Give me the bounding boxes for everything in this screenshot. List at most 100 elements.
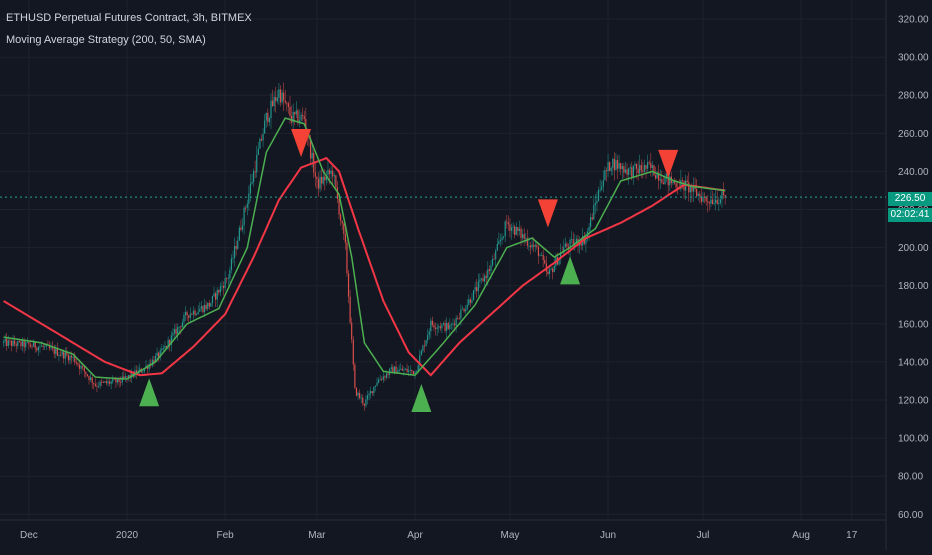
candle-body — [67, 355, 70, 361]
x-tick-label: Mar — [308, 530, 326, 541]
sell-signal-arrow — [537, 199, 558, 228]
last-price-label: 226.50 — [888, 192, 932, 206]
candle-body — [503, 236, 505, 238]
candle-body — [17, 341, 19, 347]
candle-body — [213, 293, 215, 297]
candle-body — [379, 379, 381, 381]
candle-body — [85, 371, 87, 375]
candle-body — [64, 352, 66, 359]
candle-body — [601, 186, 603, 190]
candle-body — [200, 306, 202, 309]
candle-body — [118, 377, 120, 383]
candle-body — [381, 379, 383, 381]
buy-signal-arrow — [139, 378, 160, 407]
candle-body — [620, 163, 622, 170]
candle-body — [295, 110, 297, 115]
candle-body — [286, 102, 288, 104]
candle-body — [335, 175, 337, 188]
candle-body — [18, 341, 20, 342]
candle-body — [615, 160, 617, 171]
candle-body — [366, 395, 369, 400]
candle-body — [444, 323, 446, 331]
candle-body — [52, 347, 54, 349]
candle-body — [628, 168, 630, 175]
candle-body — [172, 333, 174, 336]
candle-body — [338, 198, 340, 215]
candle-body — [178, 326, 180, 328]
candle-body — [26, 342, 28, 344]
candle-body — [283, 92, 285, 101]
candle-body — [385, 373, 388, 378]
y-tick-label: 180.00 — [898, 281, 929, 292]
candle-body — [181, 322, 183, 328]
candle-body — [292, 111, 294, 123]
candle-body — [702, 196, 704, 202]
candle-body — [515, 226, 517, 235]
candle-body — [6, 338, 8, 346]
candle-body — [540, 254, 543, 256]
candle-body — [184, 312, 187, 316]
candle-body — [699, 193, 701, 197]
candle-body — [279, 89, 282, 103]
candle-body — [83, 367, 85, 372]
candle-body — [572, 239, 574, 246]
candle-body — [177, 327, 179, 335]
candle-body — [393, 366, 396, 373]
candle-body — [669, 176, 671, 186]
candle-body — [365, 399, 367, 406]
candle-body — [115, 379, 117, 383]
candle-body — [211, 296, 214, 304]
candle-body — [664, 176, 666, 185]
candle-body — [131, 371, 133, 378]
candle-body — [488, 269, 490, 272]
candle-body — [623, 166, 625, 173]
candle-body — [123, 376, 125, 379]
y-tick-label: 80.00 — [898, 472, 923, 483]
candle-body — [715, 199, 717, 203]
candle-body — [21, 340, 24, 347]
candle-body — [311, 152, 313, 159]
candle-body — [631, 167, 633, 178]
candle-body — [392, 367, 394, 373]
candle-body — [42, 345, 44, 347]
y-tick-label: 320.00 — [898, 15, 929, 26]
buy-signal-arrow — [560, 256, 581, 285]
candle-body — [156, 352, 158, 356]
candle-body — [159, 350, 161, 358]
slow-ma-200-line — [3, 156, 726, 377]
candle-body — [442, 323, 445, 325]
candle-body — [226, 278, 228, 280]
candle-body — [31, 346, 33, 348]
candle-body — [433, 325, 435, 328]
chart-title: ETHUSD Perpetual Futures Contract, 3h, B… — [6, 12, 252, 24]
candle-body — [2, 341, 5, 343]
candle-body — [126, 376, 128, 378]
candle-body — [499, 239, 502, 242]
candle-body — [50, 347, 52, 349]
candle-body — [29, 344, 32, 347]
candle-body — [222, 285, 225, 289]
candle-body — [303, 116, 305, 120]
candle-body — [417, 365, 419, 371]
strategy-legend: Moving Average Strategy (200, 50, SMA) — [6, 34, 206, 46]
candle-body — [441, 324, 443, 329]
candle-body — [547, 271, 549, 275]
candle-body — [716, 199, 718, 205]
candle-body — [465, 309, 467, 312]
candle-body — [175, 329, 177, 335]
candle-body — [482, 278, 484, 282]
candle-body — [700, 196, 703, 202]
candle-body — [537, 246, 540, 256]
y-tick-label: 140.00 — [898, 357, 929, 368]
candle-body — [273, 97, 275, 107]
candle-body — [539, 255, 541, 257]
candle-body — [91, 377, 93, 384]
candle-body — [404, 368, 407, 370]
candle-body — [305, 119, 307, 131]
candle-body — [173, 329, 176, 334]
candle-body — [142, 371, 144, 373]
candle-body — [484, 275, 486, 282]
candle-body — [439, 326, 441, 329]
